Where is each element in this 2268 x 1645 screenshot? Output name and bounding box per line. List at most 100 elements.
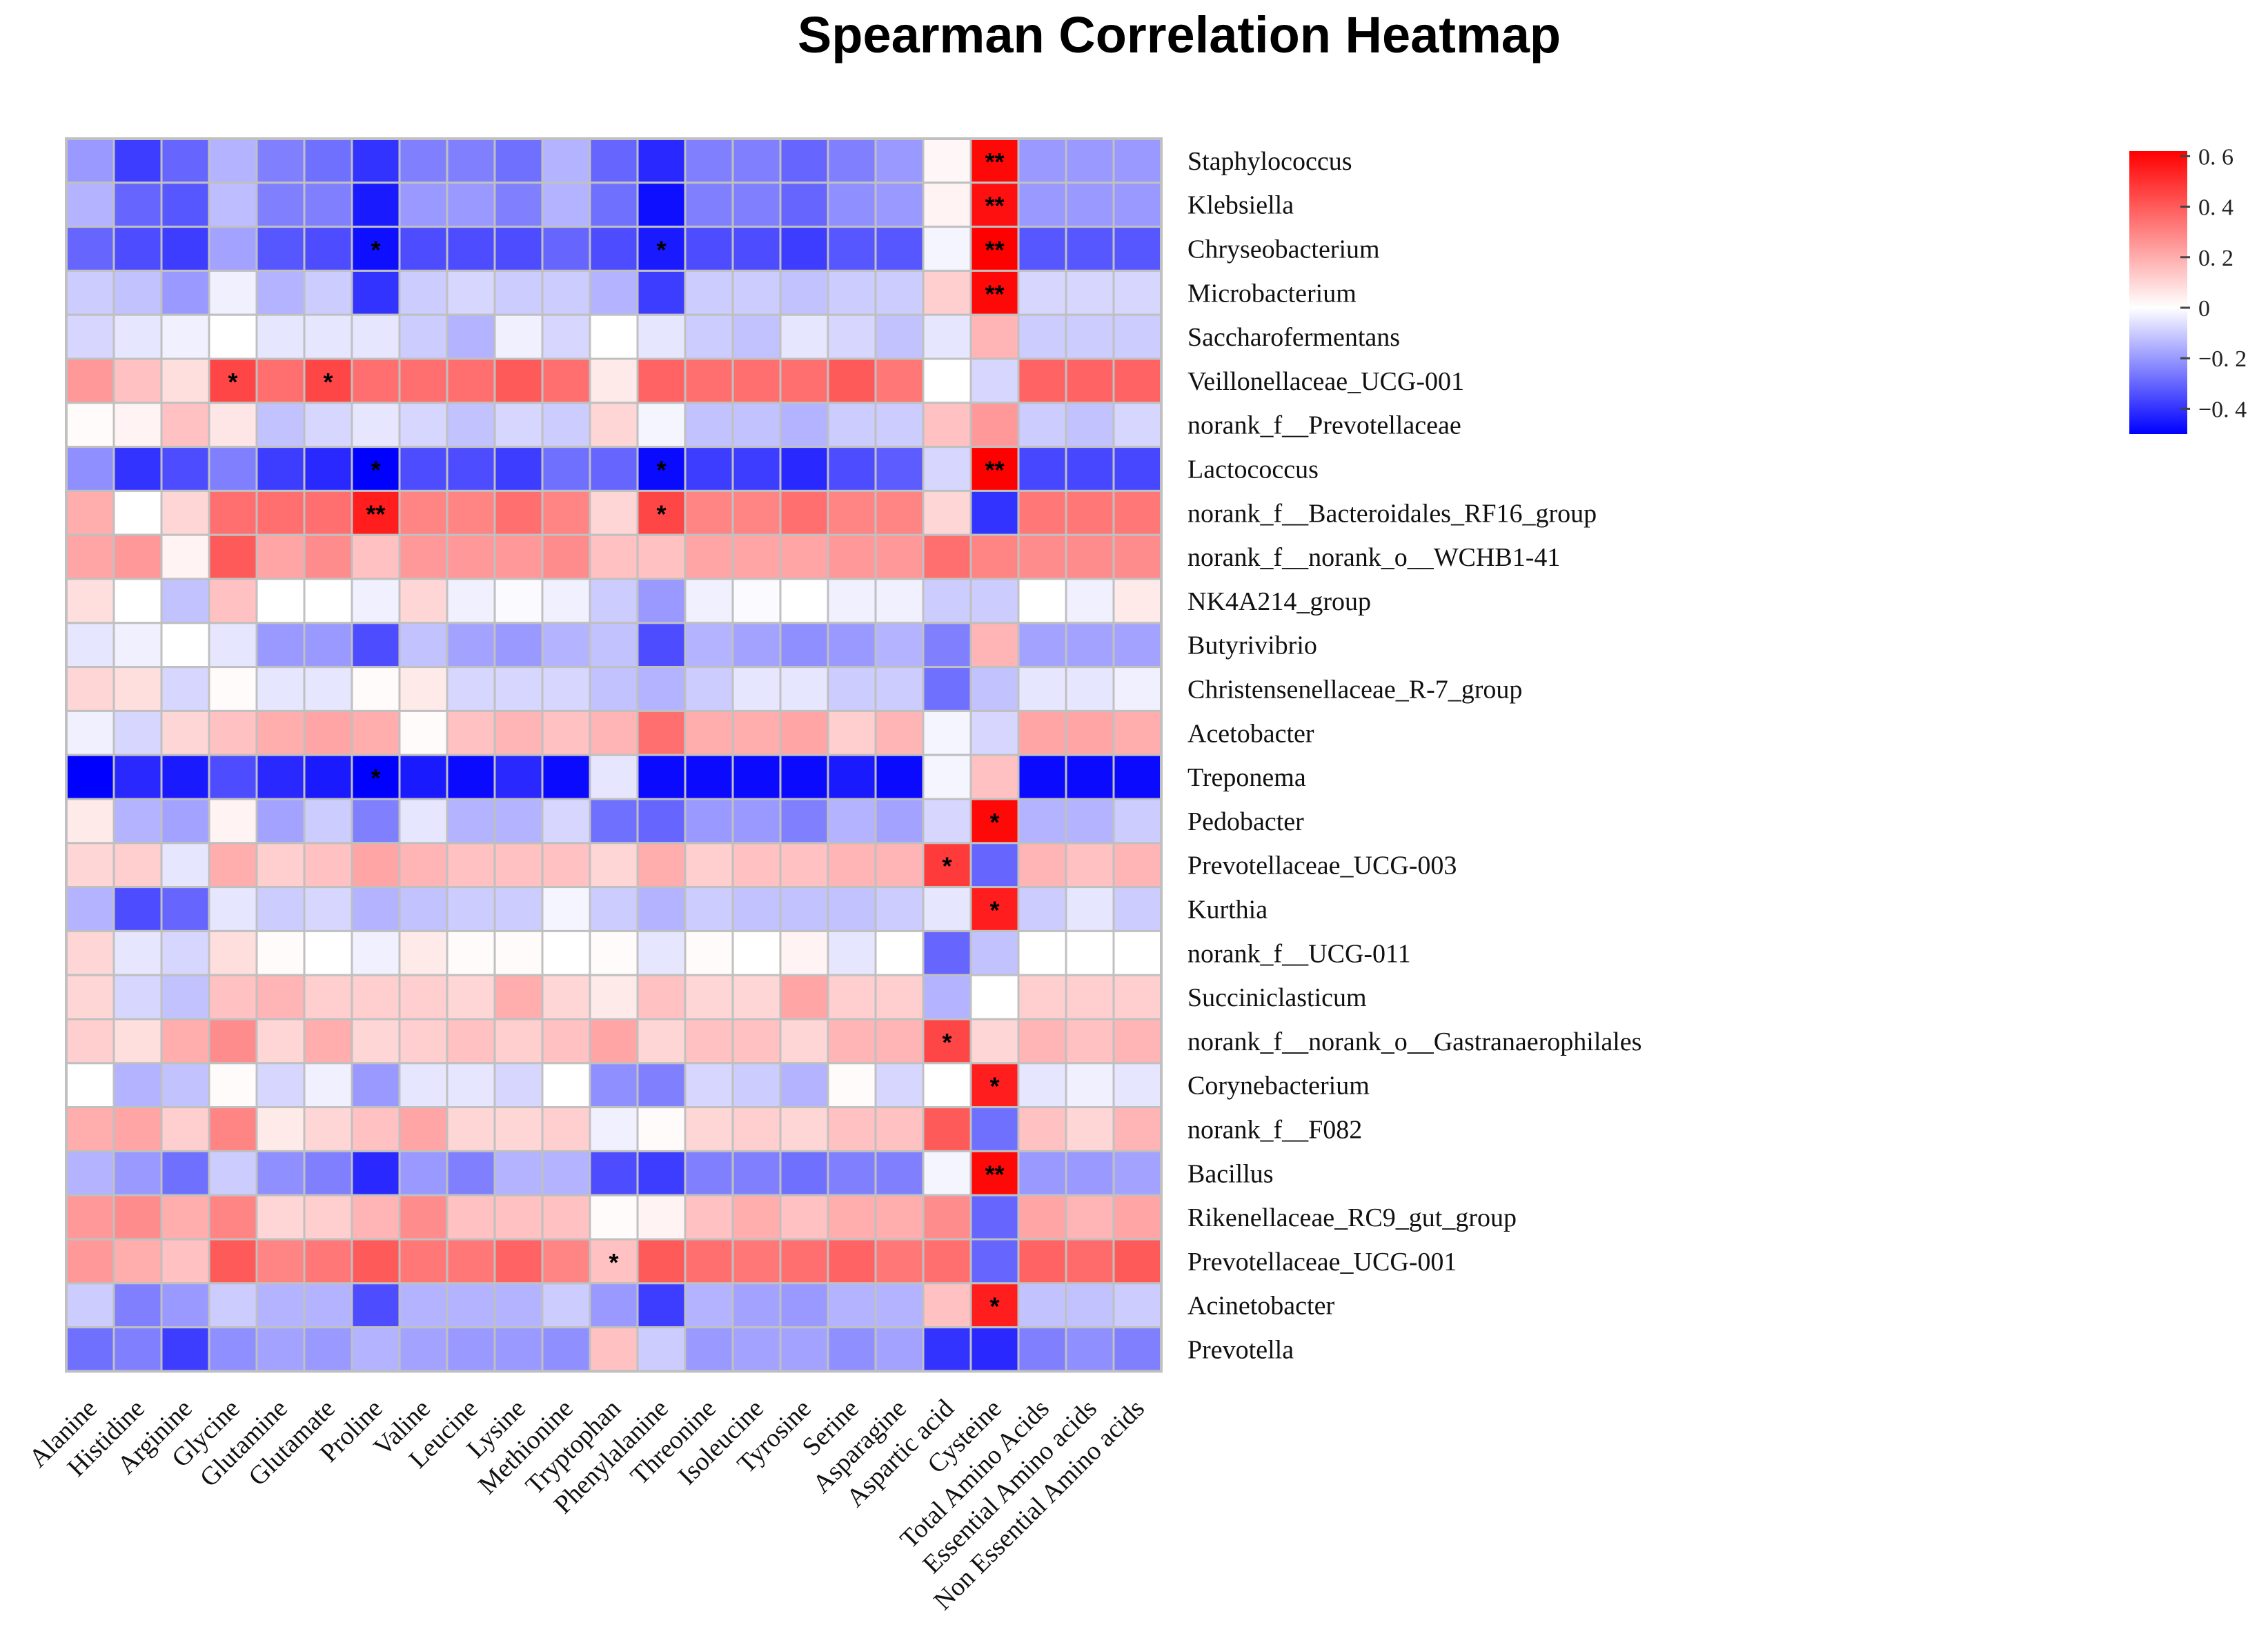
heatmap-cell bbox=[255, 666, 306, 712]
heatmap-cell bbox=[208, 666, 258, 712]
heatmap-cell bbox=[255, 533, 306, 580]
heatmap-cell bbox=[922, 489, 972, 536]
heatmap-cell bbox=[446, 622, 496, 669]
heatmap-cell bbox=[493, 137, 544, 184]
heatmap-cell bbox=[255, 974, 306, 1021]
heatmap-cell bbox=[398, 842, 448, 889]
heatmap-cell bbox=[731, 1194, 782, 1241]
row-label: norank_f__Bacteroidales_RF16_group bbox=[1187, 499, 1597, 528]
heatmap-cell bbox=[1112, 402, 1163, 449]
heatmap-cell bbox=[446, 137, 496, 184]
heatmap-cell bbox=[636, 578, 687, 624]
row-label: norank_f__norank_o__Gastranaerophilales bbox=[1187, 1027, 1641, 1056]
heatmap-cell bbox=[112, 709, 163, 756]
heatmap-cell bbox=[589, 578, 639, 624]
significance-mark: * bbox=[609, 1248, 618, 1277]
heatmap-cell bbox=[303, 753, 353, 800]
heatmap-cell bbox=[636, 753, 687, 800]
heatmap-cell bbox=[827, 974, 877, 1021]
heatmap-cell bbox=[636, 798, 687, 845]
heatmap-cell bbox=[351, 269, 401, 316]
heatmap-cell bbox=[874, 578, 925, 624]
heatmap-cell bbox=[65, 181, 115, 228]
heatmap-cell bbox=[112, 1194, 163, 1241]
heatmap-cell bbox=[1112, 1062, 1163, 1109]
heatmap-cell bbox=[874, 798, 925, 845]
heatmap-cell bbox=[922, 226, 972, 272]
heatmap-cell bbox=[112, 181, 163, 228]
heatmap-cell bbox=[922, 446, 972, 492]
row-label: Veillonellaceae_UCG-001 bbox=[1187, 367, 1464, 396]
heatmap-cell bbox=[589, 798, 639, 845]
heatmap-cell bbox=[398, 886, 448, 932]
heatmap-cell bbox=[969, 446, 1020, 492]
heatmap-cell bbox=[541, 929, 591, 976]
heatmap-cell bbox=[398, 1062, 448, 1109]
heatmap-cell bbox=[446, 269, 496, 316]
heatmap-cell bbox=[874, 1062, 925, 1109]
heatmap-cell bbox=[160, 929, 210, 976]
heatmap-cell bbox=[160, 137, 210, 184]
heatmap-cell bbox=[351, 533, 401, 580]
heatmap-cell bbox=[874, 1194, 925, 1241]
significance-mark: ** bbox=[985, 456, 1004, 484]
heatmap-cell bbox=[779, 1326, 829, 1372]
heatmap-cell bbox=[1112, 489, 1163, 536]
heatmap-cell bbox=[636, 929, 687, 976]
heatmap-cell bbox=[827, 753, 877, 800]
heatmap-cell bbox=[541, 533, 591, 580]
heatmap-cell bbox=[255, 1282, 306, 1329]
heatmap-cell bbox=[446, 842, 496, 889]
heatmap-cell bbox=[827, 1282, 877, 1329]
heatmap-cell bbox=[969, 666, 1020, 712]
heatmap-cell bbox=[731, 1238, 782, 1285]
heatmap-cell bbox=[351, 1150, 401, 1196]
heatmap-cell bbox=[398, 357, 448, 404]
heatmap-cell bbox=[208, 181, 258, 228]
heatmap-cell bbox=[827, 181, 877, 228]
heatmap-cell bbox=[493, 578, 544, 624]
heatmap-cell bbox=[1065, 226, 1115, 272]
row-label: Staphylococcus bbox=[1187, 147, 1352, 176]
heatmap-cell bbox=[589, 929, 639, 976]
heatmap-cell bbox=[112, 226, 163, 272]
heatmap-cell bbox=[731, 1326, 782, 1372]
heatmap-cell bbox=[351, 402, 401, 449]
heatmap-cell bbox=[398, 974, 448, 1021]
heatmap-cell bbox=[303, 1106, 353, 1152]
heatmap-cell bbox=[65, 1062, 115, 1109]
heatmap-cell bbox=[779, 1282, 829, 1329]
heatmap-cell bbox=[779, 402, 829, 449]
heatmap-cell bbox=[684, 181, 734, 228]
heatmap-cell bbox=[779, 533, 829, 580]
heatmap-cell bbox=[208, 798, 258, 845]
row-label: Christensenellaceae_R-7_group bbox=[1187, 676, 1522, 705]
heatmap-cell bbox=[589, 622, 639, 669]
heatmap-cell bbox=[351, 313, 401, 360]
heatmap-cell bbox=[351, 1018, 401, 1065]
heatmap-cell bbox=[636, 489, 687, 536]
heatmap-cell bbox=[1017, 137, 1067, 184]
heatmap-cell bbox=[827, 886, 877, 932]
heatmap-cell bbox=[112, 666, 163, 712]
heatmap-cell bbox=[1017, 489, 1067, 536]
heatmap-cell bbox=[1112, 269, 1163, 316]
significance-mark: * bbox=[989, 896, 999, 925]
heatmap-cell bbox=[208, 226, 258, 272]
heatmap-cell bbox=[874, 313, 925, 360]
heatmap-cell bbox=[541, 1326, 591, 1372]
row-label: Chryseobacterium bbox=[1187, 235, 1380, 264]
heatmap-cell bbox=[255, 226, 306, 272]
heatmap-cell bbox=[1065, 798, 1115, 845]
heatmap-cell bbox=[779, 1062, 829, 1109]
heatmap-cell bbox=[636, 313, 687, 360]
heatmap-cell bbox=[446, 1282, 496, 1329]
heatmap-cell bbox=[112, 578, 163, 624]
heatmap-cell bbox=[208, 1238, 258, 1285]
heatmap-cell bbox=[1112, 533, 1163, 580]
heatmap-cell bbox=[493, 269, 544, 316]
row-label: Prevotellaceae_UCG-003 bbox=[1187, 851, 1457, 880]
row-label: Klebsiella bbox=[1187, 191, 1294, 220]
heatmap-cell bbox=[874, 974, 925, 1021]
heatmap-cell bbox=[827, 1018, 877, 1065]
